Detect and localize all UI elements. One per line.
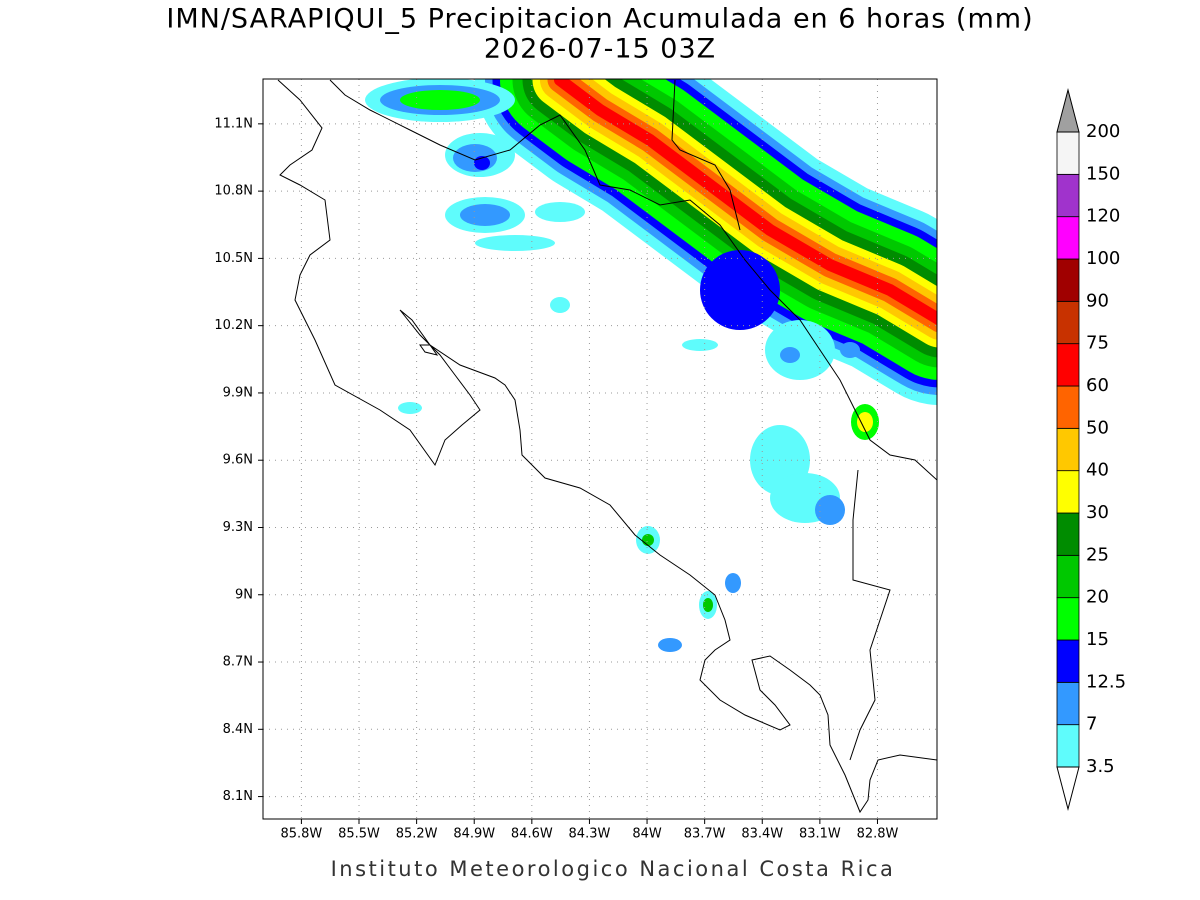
- lon-tick-label: 84.3W: [569, 827, 611, 842]
- colorbar-label: 50: [1086, 417, 1109, 438]
- lat-tick-label: 8.7N: [223, 655, 253, 670]
- colorbar-label: 30: [1086, 502, 1109, 523]
- rain-cell: [703, 598, 713, 612]
- rain-cell: [857, 412, 873, 432]
- rain-cell: [780, 347, 800, 363]
- colorbar-segment: [1056, 724, 1080, 768]
- rain-band: [554, 79, 937, 326]
- colorbar-label: 20: [1086, 587, 1109, 608]
- colorbar-segment: [1056, 173, 1080, 218]
- colorbar-label: 12.5: [1086, 671, 1126, 692]
- coastlines: [277, 79, 937, 814]
- precipitation-field: [365, 79, 937, 652]
- map-frame: [262, 78, 938, 820]
- lat-tick-label: 10.5N: [214, 251, 253, 266]
- colorbar-segment: [1056, 597, 1080, 641]
- colorbar-label: 150: [1086, 163, 1120, 184]
- title: IMN/SARAPIQUI_5 Precipitacion Acumulada …: [166, 4, 1033, 35]
- colorbar-over: [1056, 88, 1080, 133]
- lat-tick-label: 9.6N: [223, 453, 253, 468]
- colorbar-label: 200: [1086, 121, 1120, 142]
- rain-cell: [475, 235, 555, 251]
- colorbar-segment: [1056, 681, 1080, 726]
- lon-tick-label: 85.8W: [280, 827, 322, 842]
- colorbar: 3.5 7 12.5 15 20 25 30 40 50 60 75 90 100 120 150 200: [1056, 88, 1126, 811]
- rain-cell: [398, 402, 422, 414]
- lon-tick-label: 85.2W: [396, 827, 438, 842]
- colorbar-label: 40: [1086, 460, 1109, 481]
- lat-tick-label: 9.3N: [223, 520, 253, 535]
- lon-tick-label: 83.7W: [684, 827, 726, 842]
- lon-tick-label: 85.5W: [338, 827, 380, 842]
- colorbar-label: 15: [1086, 629, 1109, 650]
- colorbar-segment: [1056, 258, 1080, 302]
- colorbar-segment: [1056, 216, 1080, 260]
- lat-tick-label: 9N: [235, 587, 253, 602]
- rain-cell: [460, 204, 510, 226]
- lat-tick-label: 9.9N: [223, 385, 253, 400]
- colorbar-segment: [1056, 554, 1080, 599]
- colorbar-label: 100: [1086, 248, 1120, 269]
- colorbar-under: [1056, 766, 1080, 811]
- rain-cell: [642, 534, 654, 546]
- colorbar-label: 60: [1086, 375, 1109, 396]
- colorbar-segment: [1056, 427, 1080, 472]
- rain-cell: [453, 144, 497, 172]
- colorbar-label: 75: [1086, 333, 1109, 354]
- rain-cell: [682, 339, 718, 351]
- lat-tick-label: 10.2N: [214, 318, 253, 333]
- colorbar-label: 25: [1086, 544, 1109, 565]
- lat-tick-label: 8.1N: [223, 789, 253, 804]
- colorbar-segment: [1056, 343, 1080, 387]
- colorbar-segment: [1056, 639, 1080, 683]
- colorbar-segment: [1056, 512, 1080, 556]
- rain-cell: [700, 250, 780, 330]
- colorbar-segment: [1056, 470, 1080, 514]
- lon-tick-label: 83.4W: [741, 827, 783, 842]
- footer: Instituto Meteorologico Nacional Costa R…: [331, 857, 896, 881]
- colorbar-label: 7: [1086, 714, 1097, 735]
- subtitle: 2026-07-15 03Z: [484, 34, 716, 65]
- colorbar-label: 120: [1086, 206, 1120, 227]
- grid: [258, 79, 937, 824]
- rain-cell: [658, 638, 682, 652]
- lon-tick-label: 83.1W: [799, 827, 841, 842]
- lat-tick-label: 10.8N: [214, 184, 253, 199]
- rain-cell: [725, 573, 741, 593]
- colorbar-segment: [1056, 385, 1080, 429]
- lon-tick-label: 84.6W: [511, 827, 553, 842]
- lon-tick-label: 84W: [632, 827, 662, 842]
- rain-cell: [840, 342, 860, 358]
- rain-cell: [400, 90, 480, 110]
- colorbar-segment: [1056, 300, 1080, 345]
- rain-cell: [550, 297, 570, 313]
- colorbar-label: 3.5: [1086, 756, 1115, 777]
- lat-tick-label: 11.1N: [214, 116, 253, 131]
- colorbar-label: 90: [1086, 290, 1109, 311]
- lon-tick-label: 84.9W: [453, 827, 495, 842]
- colorbar-segment: [1056, 131, 1080, 175]
- rain-cell: [535, 202, 585, 222]
- rain-cell: [765, 320, 835, 380]
- lat-tick-label: 8.4N: [223, 722, 253, 737]
- rain-cell: [815, 495, 845, 525]
- lon-tick-label: 82.8W: [857, 827, 899, 842]
